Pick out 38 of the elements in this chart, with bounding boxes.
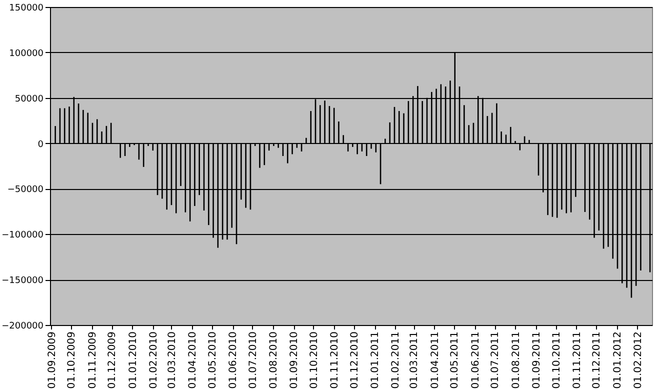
x-tick-label: 01.11.2009 <box>87 332 98 389</box>
y-tick-label: 50000 <box>14 94 44 104</box>
x-tick-label: 01.10.2009 <box>66 332 78 389</box>
x-tick-label: 01.07.2010 <box>248 332 259 389</box>
x-tick-label: 01.05.2010 <box>207 332 218 389</box>
x-tick-label: 01.09.2009 <box>46 332 58 389</box>
x-tick-label: 01.02.2011 <box>390 332 402 389</box>
x-tick-label: 01.01.2011 <box>370 332 382 389</box>
x-tick-label: 01.09.2011 <box>531 332 542 389</box>
x-tick-label: 01.08.2011 <box>510 332 522 389</box>
x-tick-label: 01.06.2010 <box>228 332 240 389</box>
x-tick-label: 01.07.2011 <box>490 332 502 389</box>
x-tick-label: 01.12.2011 <box>592 332 603 389</box>
y-tick-label: −200000 <box>2 322 44 332</box>
x-tick-label: 01.08.2010 <box>268 332 280 389</box>
y-tick-label: −50000 <box>7 185 44 196</box>
x-tick-label: 01.11.2010 <box>330 332 341 389</box>
x-tick-label: 01.10.2011 <box>551 332 562 389</box>
x-tick-label: 01.01.2010 <box>128 332 139 389</box>
x-tick-label: 01.03.2011 <box>409 332 420 389</box>
x-tick-label: 01.12.2010 <box>349 332 360 389</box>
x-tick-label: 01.03.2010 <box>166 332 178 389</box>
y-tick-label: 150000 <box>9 4 44 14</box>
x-tick-label: 01.02.2010 <box>148 332 160 389</box>
x-tick-label: 01.04.2011 <box>430 332 441 389</box>
x-tick-label: 01.09.2010 <box>289 332 300 389</box>
x-tick-label: 01.02.2012 <box>632 332 644 389</box>
x-tick-label: 01.10.2010 <box>309 332 320 389</box>
x-tick-label: 01.01.2012 <box>612 332 624 389</box>
y-tick-label: −150000 <box>2 276 44 286</box>
x-tick-label: 01.06.2011 <box>470 332 482 389</box>
x-tick-label: 01.12.2009 <box>107 332 118 389</box>
y-tick-label: −100000 <box>2 230 44 241</box>
x-tick-label: 01.04.2010 <box>188 332 199 389</box>
x-tick-label: 01.05.2011 <box>450 332 461 389</box>
x-tick-label: 01.11.2011 <box>572 332 583 389</box>
y-tick-label: 0 <box>38 140 44 150</box>
y-tick-label: 100000 <box>9 48 44 59</box>
